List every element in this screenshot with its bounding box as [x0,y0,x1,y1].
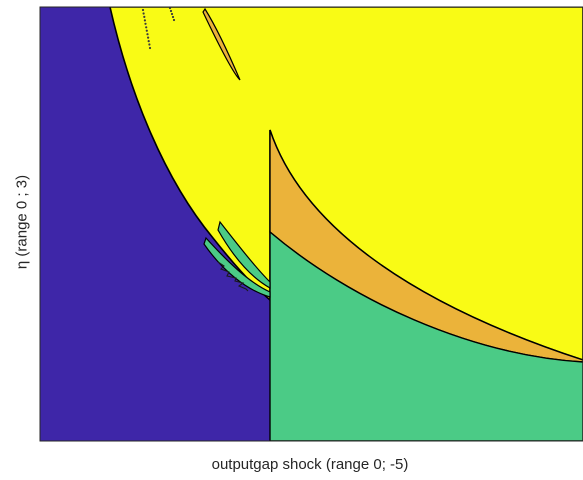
speckle-point [148,43,151,46]
region-map [40,7,583,441]
speckle-point [147,36,150,39]
speckle-point [143,19,146,22]
region-orange-streak [202,7,241,81]
speckle-point [148,46,152,50]
speckle-point [145,26,148,29]
speckle-points [141,7,176,50]
speckle-point [141,8,145,12]
axes-frame [39,6,583,442]
speckle-point [143,15,146,18]
speckle-point [172,18,176,22]
speckle-point [170,12,174,16]
region-green-tongue [203,236,271,298]
speckle-point [169,9,173,13]
region-green-tongue [217,220,271,290]
speckle-point [168,7,172,10]
speckle-point [142,12,145,15]
x-axis-label: outputgap shock (range 0; -5) [211,456,409,473]
speckle-point [145,29,148,32]
y-axis-label: η (range 0 ; 3) [13,174,31,270]
speckle-point [147,40,150,43]
speckle-point [171,15,175,19]
speckle-point [146,33,149,36]
region-cluster [217,261,249,292]
speckle-point [144,22,147,25]
